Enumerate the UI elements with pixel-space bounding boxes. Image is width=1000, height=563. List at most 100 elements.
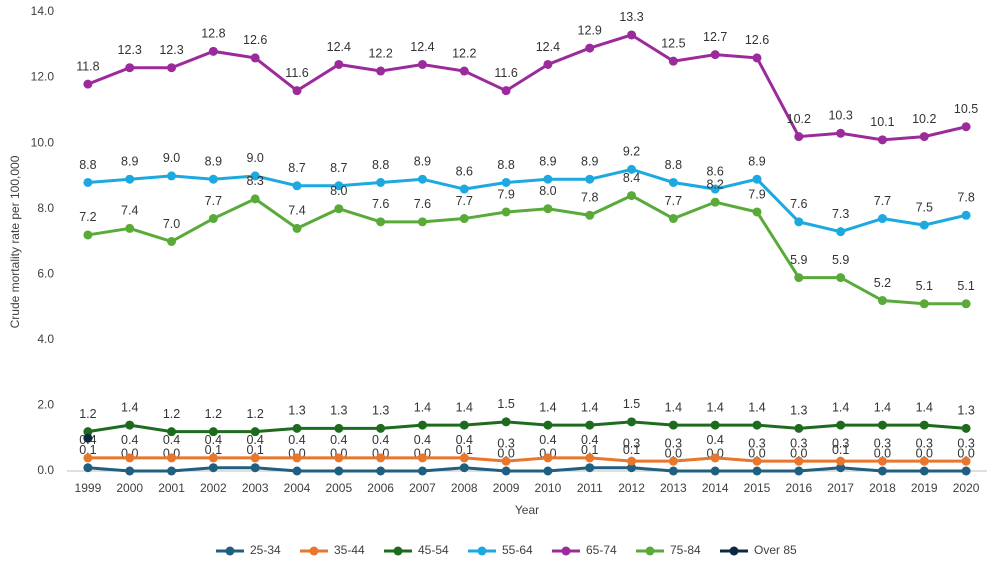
- data-point: [710, 466, 720, 476]
- data-point: [459, 66, 469, 76]
- data-point: [208, 463, 218, 473]
- data-label: 0.4: [121, 433, 138, 447]
- legend-label: Over 85: [754, 543, 797, 557]
- legend-label: 35-44: [334, 543, 365, 557]
- data-label: 0.0: [665, 446, 682, 460]
- data-point: [125, 466, 135, 476]
- data-point: [794, 273, 804, 283]
- data-point: [585, 43, 595, 53]
- data-point: [417, 466, 427, 476]
- data-label: 7.0: [163, 217, 180, 231]
- data-label: 0.4: [246, 433, 263, 447]
- data-label: 8.9: [414, 155, 431, 169]
- data-point: [919, 420, 929, 430]
- data-point: [585, 174, 595, 184]
- data-label: 5.9: [790, 253, 807, 267]
- data-label: 0.3: [497, 436, 514, 450]
- legend-marker: [309, 546, 319, 556]
- data-label: 12.3: [118, 43, 142, 57]
- data-point: [627, 417, 637, 427]
- data-point: [83, 79, 93, 89]
- data-point: [752, 466, 762, 476]
- data-point: [417, 217, 427, 227]
- data-label: 0.1: [246, 443, 263, 457]
- data-point: [877, 135, 887, 145]
- data-label: 8.8: [372, 158, 389, 172]
- data-point: [710, 50, 720, 60]
- data-label: 0.3: [916, 436, 933, 450]
- series-line: [87, 466, 967, 473]
- data-label: 0.4: [205, 433, 222, 447]
- data-point: [167, 237, 177, 246]
- data-label: 1.4: [748, 400, 765, 414]
- data-label: 7.9: [497, 187, 514, 201]
- data-label: 12.6: [745, 33, 769, 47]
- x-tick-label: 2016: [785, 481, 812, 495]
- x-tick-label: 2006: [367, 481, 394, 495]
- data-point: [459, 420, 469, 430]
- data-point: [752, 420, 762, 430]
- data-label: 8.4: [623, 171, 640, 185]
- data-label: 0.4: [581, 433, 598, 447]
- data-label: 5.2: [874, 276, 891, 290]
- legend-label: 45-54: [418, 543, 449, 557]
- data-point: [125, 174, 135, 184]
- x-tick-label: 1999: [75, 481, 102, 495]
- data-point: [83, 433, 93, 443]
- data-point: [208, 427, 218, 437]
- data-point: [627, 30, 637, 40]
- data-label: 7.6: [414, 197, 431, 211]
- data-point: [250, 53, 260, 63]
- data-label: 7.9: [748, 187, 765, 201]
- data-point: [125, 453, 135, 463]
- data-point: [585, 463, 595, 473]
- data-point: [334, 59, 344, 69]
- data-label: 7.3: [832, 207, 849, 221]
- data-label: 10.2: [912, 112, 936, 126]
- data-point: [961, 210, 971, 220]
- data-point: [292, 453, 302, 463]
- data-label: 0.0: [790, 446, 807, 460]
- x-tick-label: 2005: [325, 481, 352, 495]
- x-tick-label: 2018: [869, 481, 896, 495]
- data-point: [501, 417, 511, 427]
- y-tick-label: 8.0: [37, 201, 54, 215]
- data-label: 12.4: [327, 40, 351, 54]
- data-label: 8.9: [748, 155, 765, 169]
- data-label: 8.2: [706, 177, 723, 191]
- data-point: [543, 204, 553, 214]
- data-point: [417, 420, 427, 430]
- data-label: 1.4: [581, 400, 598, 414]
- data-point: [543, 466, 553, 476]
- data-label: 8.9: [539, 155, 556, 169]
- data-point: [543, 453, 553, 463]
- data-label: 1.3: [790, 404, 807, 418]
- data-label: 1.4: [665, 400, 682, 414]
- data-point: [292, 86, 302, 96]
- data-point: [376, 466, 386, 476]
- data-point: [627, 456, 637, 466]
- y-tick-label: 14.0: [31, 4, 55, 18]
- data-label: 0.3: [957, 436, 974, 450]
- data-point: [877, 296, 887, 306]
- data-point: [752, 207, 762, 217]
- data-label: 7.8: [957, 191, 974, 205]
- data-point: [794, 456, 804, 466]
- data-point: [459, 453, 469, 463]
- data-point: [668, 177, 678, 187]
- data-label: 12.9: [578, 23, 602, 37]
- data-point: [752, 174, 762, 184]
- data-point: [208, 214, 218, 224]
- data-point: [417, 453, 427, 463]
- data-point: [83, 463, 93, 473]
- data-point: [919, 132, 929, 142]
- data-label: 0.1: [623, 443, 640, 457]
- data-point: [376, 423, 386, 433]
- data-label: 12.2: [452, 46, 476, 60]
- data-label: 12.2: [368, 46, 392, 60]
- data-label: 0.4: [539, 433, 556, 447]
- data-point: [543, 59, 553, 69]
- data-label: 0.0: [748, 446, 765, 460]
- legend-label: 75-84: [670, 543, 701, 557]
- x-tick-label: 2014: [702, 481, 729, 495]
